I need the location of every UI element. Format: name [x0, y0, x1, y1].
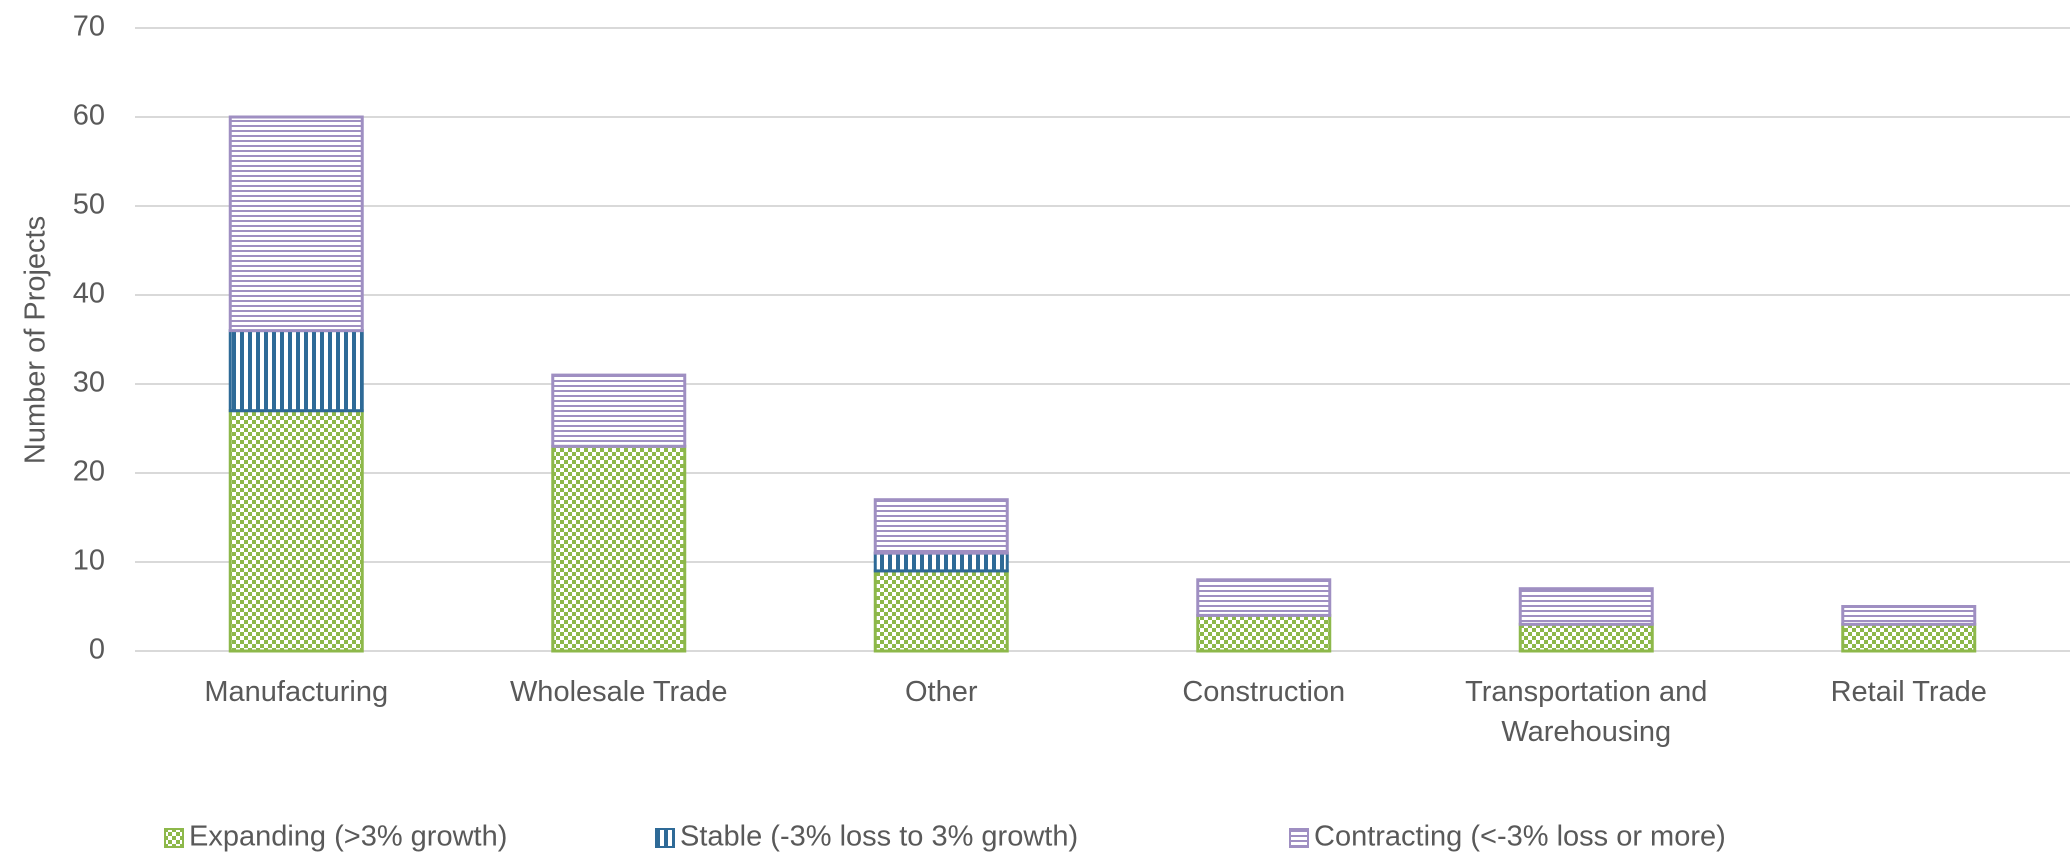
bar-segment: [1841, 605, 1977, 626]
y-tick-label: 60: [73, 100, 105, 132]
legend-marker: [1289, 828, 1309, 848]
legend-marker: [164, 828, 184, 848]
y-tick-label: 40: [73, 278, 105, 310]
legend-label: Contracting (<-3% loss or more): [1314, 821, 1726, 853]
bar-segment: [228, 115, 364, 333]
legend-label: Expanding (>3% growth): [189, 821, 507, 853]
x-tick-label: Wholesale Trade: [509, 676, 728, 708]
y-axis-label: Number of Projects: [20, 216, 52, 464]
bar-segment: [228, 409, 364, 653]
x-tick-label: Retail Trade: [1830, 676, 1987, 708]
x-tick-label: Construction: [1182, 676, 1346, 708]
legend-marker: [655, 828, 675, 848]
bar-segment: [228, 329, 364, 413]
bar-segment: [873, 569, 1009, 653]
bar-segment: [551, 373, 687, 448]
bar-segment: [1196, 578, 1332, 617]
bar-segment: [1196, 613, 1332, 653]
bar-segment: [873, 498, 1009, 555]
x-tick-label: Transportation and Warehousing: [1465, 676, 1708, 748]
y-tick-label: 70: [73, 11, 105, 43]
bar-segment: [551, 444, 687, 653]
bar-segment: [873, 551, 1009, 573]
bar-segment: [1518, 587, 1654, 626]
y-tick-label: 0: [89, 634, 105, 666]
x-tick-label: Other: [904, 676, 978, 708]
legend-label: Stable (-3% loss to 3% growth): [680, 821, 1078, 853]
y-tick-label: 20: [73, 456, 105, 488]
y-tick-label: 50: [73, 189, 105, 221]
bar-segment: [1841, 622, 1977, 653]
x-tick-label: Manufacturing: [204, 676, 389, 708]
y-tick-label: 30: [73, 367, 105, 399]
bar-segment: [1518, 622, 1654, 653]
y-tick-label: 10: [73, 545, 105, 577]
